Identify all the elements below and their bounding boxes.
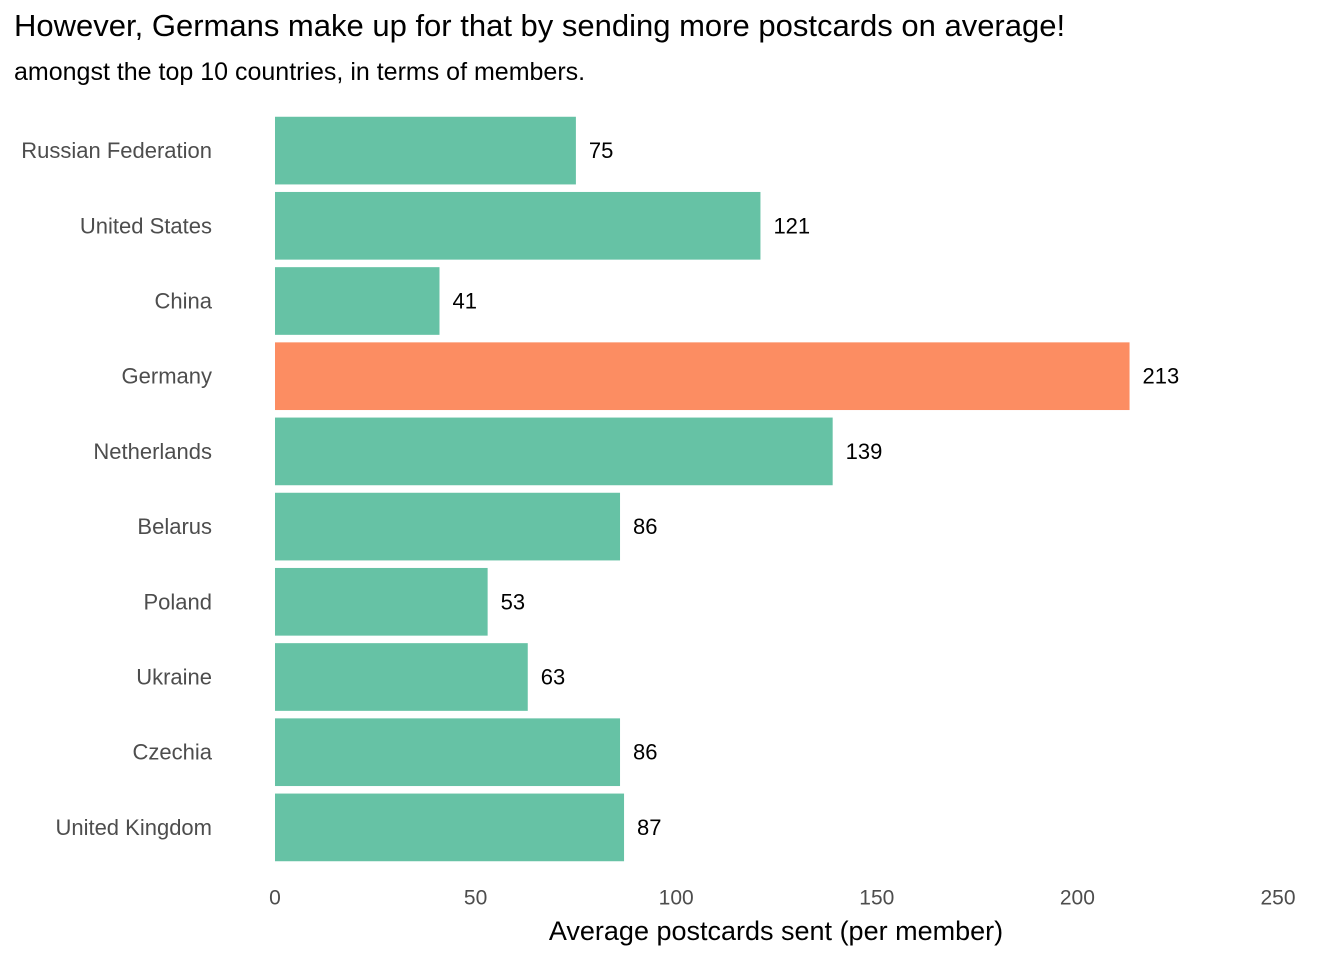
bar-russian-federation <box>275 116 576 185</box>
category-label-poland: Poland <box>143 589 212 614</box>
category-label-russian-federation: Russian Federation <box>21 138 212 163</box>
bar-china <box>275 267 440 335</box>
x-tick-label-200: 200 <box>1060 887 1095 910</box>
value-label-germany: 213 <box>1143 364 1180 389</box>
value-label-ukraine: 63 <box>541 665 565 690</box>
x-tick-label-250: 250 <box>1260 887 1295 910</box>
x-tick-label-50: 50 <box>464 887 487 910</box>
value-label-united-kingdom: 87 <box>637 815 661 840</box>
x-axis-ticks: 0 50 100 150 200 250 <box>269 887 1295 910</box>
value-label-poland: 53 <box>501 589 525 614</box>
category-labels: Russian Federation United States China Germ… <box>21 138 213 840</box>
chart-title: However, Germans make up for that by sen… <box>14 8 1066 43</box>
chart-subtitle: amongst the top 10 countries, in terms o… <box>14 58 586 86</box>
category-label-united-kingdom: United Kingdom <box>55 815 212 840</box>
value-label-united-states: 121 <box>773 213 810 238</box>
value-label-netherlands: 139 <box>846 439 883 464</box>
category-label-czechia: Czechia <box>133 740 213 765</box>
value-labels: 75 121 41 213 139 86 53 63 86 87 <box>452 138 1179 840</box>
value-label-czechia: 86 <box>633 740 657 765</box>
bar-united-kingdom <box>275 793 625 862</box>
category-label-china: China <box>155 289 213 314</box>
bar-belarus <box>275 492 621 561</box>
category-label-ukraine: Ukraine <box>136 665 212 690</box>
bar-poland <box>275 567 488 636</box>
value-label-china: 41 <box>452 289 476 314</box>
bar-united-states <box>275 191 761 260</box>
category-label-germany: Germany <box>122 364 212 389</box>
bar-ukraine <box>275 643 528 711</box>
category-label-united-states: United States <box>80 213 212 238</box>
bar-netherlands <box>275 417 833 486</box>
bar-czechia <box>275 718 621 787</box>
category-label-belarus: Belarus <box>137 514 212 539</box>
x-tick-label-150: 150 <box>859 887 894 910</box>
x-axis-title: Average postcards sent (per member) <box>549 916 1003 946</box>
bars-layer <box>275 116 1130 862</box>
value-label-belarus: 86 <box>633 514 657 539</box>
bar-germany <box>275 342 1130 411</box>
category-label-netherlands: Netherlands <box>93 439 212 464</box>
x-tick-label-0: 0 <box>269 887 281 910</box>
value-label-russian-federation: 75 <box>589 138 613 163</box>
x-tick-label-100: 100 <box>659 887 694 910</box>
